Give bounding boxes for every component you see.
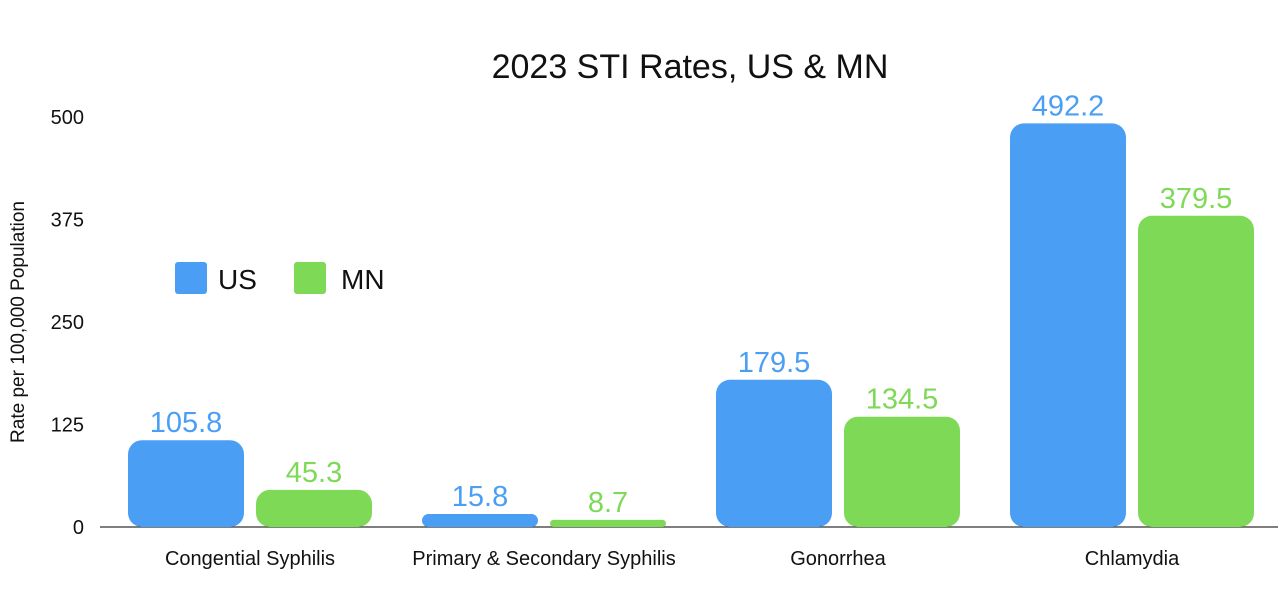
- category-label: Gonorrhea: [790, 548, 886, 570]
- y-tick-label: 0: [73, 517, 84, 539]
- bar-us-1: [422, 514, 538, 527]
- data-label-mn-2: 134.5: [866, 384, 939, 416]
- bar-us-2: [716, 379, 832, 527]
- data-label-us-0: 105.8: [150, 407, 223, 439]
- data-label-mn-3: 379.5: [1160, 183, 1233, 215]
- bar-mn-2: [844, 416, 960, 527]
- legend-swatch-us: [175, 262, 207, 294]
- bar-us-3: [1010, 123, 1126, 528]
- data-label-us-3: 492.2: [1032, 90, 1105, 122]
- category-label: Chlamydia: [1085, 548, 1180, 570]
- chart-title: 2023 STI Rates, US & MN: [492, 48, 889, 86]
- bars-group: [128, 123, 1254, 528]
- bar-mn-0: [256, 489, 372, 527]
- data-label-mn-1: 8.7: [588, 487, 628, 519]
- y-axis-label: Rate per 100,000 Population: [8, 201, 29, 443]
- legend-label-mn: MN: [341, 264, 385, 295]
- category-label: Congential Syphilis: [165, 548, 335, 570]
- data-label-mn-0: 45.3: [286, 457, 342, 489]
- y-tick-label: 375: [51, 210, 84, 232]
- bar-mn-3: [1138, 215, 1254, 527]
- category-label: Primary & Secondary Syphilis: [412, 548, 675, 570]
- legend: US MN: [175, 262, 385, 295]
- y-axis: 0 125 250 375 500: [51, 107, 84, 539]
- bar-mn-1: [550, 519, 666, 527]
- legend-swatch-mn: [294, 262, 326, 294]
- bar-us-0: [128, 440, 244, 527]
- y-tick-label: 500: [51, 107, 84, 129]
- data-label-us-2: 179.5: [738, 347, 811, 379]
- data-labels-group: 105.8 45.3 15.8 8.7 179.5 134.5 492.2 379.5: [150, 90, 1233, 518]
- y-tick-label: 125: [51, 415, 84, 437]
- data-label-us-1: 15.8: [452, 481, 508, 513]
- legend-label-us: US: [218, 264, 257, 295]
- y-tick-label: 250: [51, 312, 84, 334]
- x-axis-categories: Congential Syphilis Primary & Secondary S…: [165, 548, 1180, 570]
